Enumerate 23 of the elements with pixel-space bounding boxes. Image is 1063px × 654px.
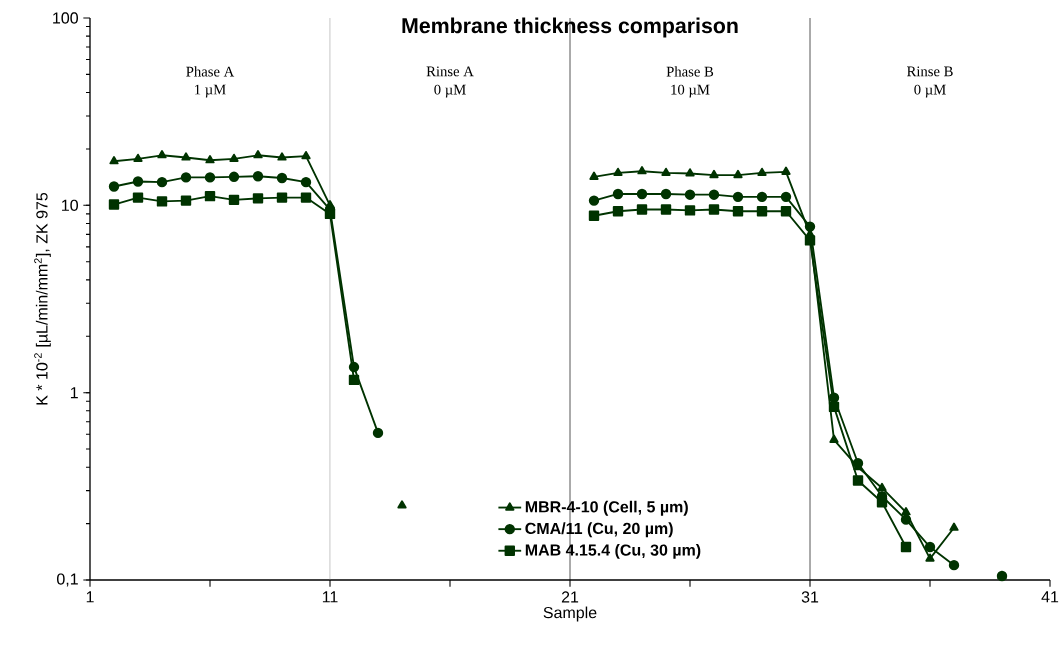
y-tick-label: 10 bbox=[62, 199, 78, 211]
annotation: Rinse A bbox=[426, 66, 474, 77]
x-tick-label: 21 bbox=[561, 591, 579, 603]
annotation: Rinse B bbox=[906, 66, 953, 77]
annotation: 1 µM bbox=[195, 84, 226, 98]
legend-label: MBR-4-10 (Cell, 5 µm) bbox=[525, 500, 688, 516]
annotation: 10 µM bbox=[671, 84, 710, 98]
y-axis-title: K * 10$^{-2}$ [µL/min/mm$^{2}$], ZK 975 bbox=[34, 192, 51, 405]
x-tick-label: 1 bbox=[86, 591, 94, 603]
x-tick-label: 11 bbox=[322, 591, 338, 603]
x-tick-label: 31 bbox=[801, 591, 819, 603]
annotation: 0 µM bbox=[914, 84, 946, 98]
y-tick-label: 1 bbox=[70, 387, 78, 399]
annotation: 0 µM bbox=[434, 84, 466, 98]
y-tick-label: 100 bbox=[53, 12, 78, 24]
legend-label: MAB 4.15.4 (Cu, 30 µm) bbox=[525, 543, 701, 559]
chart-title: Membrane thickness comparison bbox=[402, 17, 738, 38]
x-tick-label: 41 bbox=[1041, 591, 1059, 603]
annotation: Phase B bbox=[666, 66, 714, 77]
annotation: Phase A bbox=[186, 66, 235, 77]
x-axis-title: Sample bbox=[543, 606, 597, 622]
y-tick-label: 0,1 bbox=[57, 573, 78, 587]
legend-label: CMA/11 (Cu, 20 µm) bbox=[525, 522, 673, 538]
